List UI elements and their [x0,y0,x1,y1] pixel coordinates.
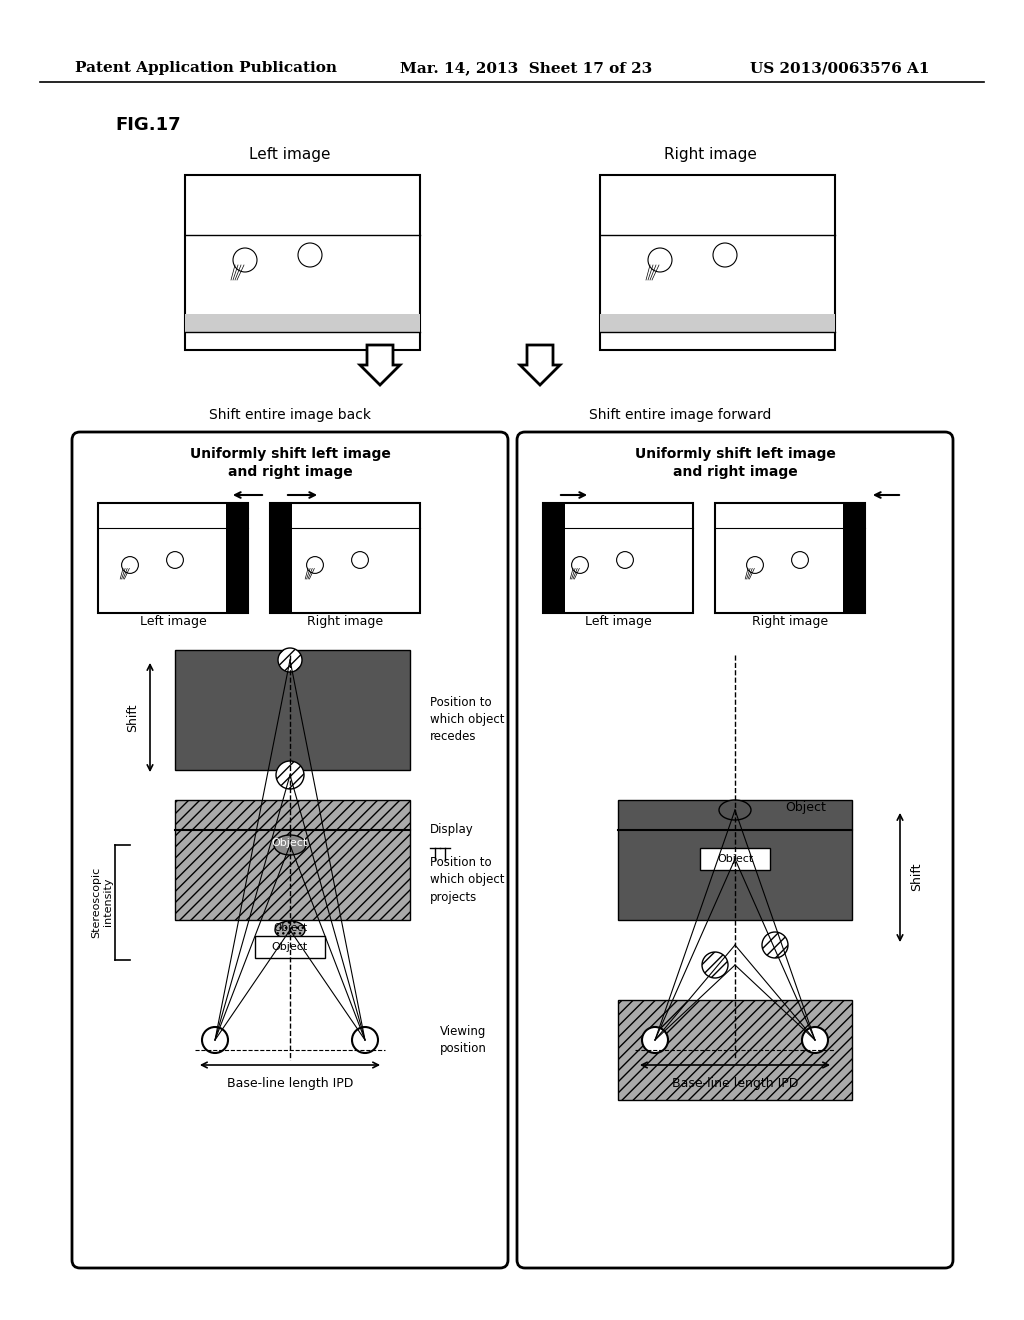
Bar [618,1001,852,1100]
Text: Left image: Left image [585,615,651,628]
Text: Object: Object [785,801,826,814]
Bar [175,800,410,920]
FancyBboxPatch shape [600,176,835,350]
Circle shape [298,243,322,267]
FancyBboxPatch shape [72,432,508,1269]
Bar [618,800,852,920]
Circle shape [167,552,183,569]
Text: Object: Object [272,838,308,847]
Text: Right image: Right image [752,615,828,628]
Circle shape [306,557,324,573]
Circle shape [802,1027,828,1053]
Text: FIG.17: FIG.17 [115,116,180,135]
Text: Position to
which object
recedes: Position to which object recedes [430,697,505,743]
Text: Uniformly shift left image
and right image: Uniformly shift left image and right ima… [635,446,836,479]
Circle shape [713,243,737,267]
Text: Right image: Right image [307,615,383,628]
Text: Stereoscopic
intensity: Stereoscopic intensity [91,866,114,937]
Bar [270,503,292,612]
Text: Position to
which object
projects: Position to which object projects [430,857,505,903]
Bar [255,936,325,958]
Circle shape [642,1027,668,1053]
Bar [175,649,410,770]
Text: Object: Object [273,923,307,933]
FancyBboxPatch shape [517,432,953,1269]
FancyBboxPatch shape [185,176,420,350]
Circle shape [233,248,257,272]
Bar [543,503,565,612]
Bar [843,503,865,612]
Text: Shift entire image back: Shift entire image back [209,408,371,422]
Circle shape [351,552,369,569]
Circle shape [702,952,728,978]
Circle shape [616,552,634,569]
Ellipse shape [275,921,305,939]
Circle shape [202,1027,228,1053]
Text: Object: Object [272,942,308,952]
Text: Base-line length IPD: Base-line length IPD [672,1077,798,1089]
Text: Base-line length IPD: Base-line length IPD [226,1077,353,1089]
Text: Shift entire image forward: Shift entire image forward [589,408,771,422]
Bar [226,503,248,612]
Circle shape [278,648,302,672]
Circle shape [276,762,304,789]
Ellipse shape [719,800,751,820]
Ellipse shape [274,836,306,855]
Text: Viewing
position: Viewing position [440,1026,486,1055]
Text: Display: Display [430,824,474,837]
FancyBboxPatch shape [185,314,420,333]
Bar [700,847,770,870]
Text: Right image: Right image [664,148,757,162]
Circle shape [746,557,764,573]
Bar [543,503,693,612]
Circle shape [648,248,672,272]
Circle shape [792,552,808,569]
Text: Uniformly shift left image
and right image: Uniformly shift left image and right ima… [189,446,390,479]
Text: Shift: Shift [910,863,924,891]
Bar [715,503,865,612]
Circle shape [122,557,138,573]
Polygon shape [360,345,400,385]
Circle shape [762,932,788,958]
Bar [270,503,420,612]
Text: Left image: Left image [249,148,331,162]
FancyBboxPatch shape [600,314,835,333]
Bar [98,503,248,612]
Circle shape [352,1027,378,1053]
Text: Object: Object [717,854,753,865]
Circle shape [571,557,589,573]
Polygon shape [520,345,560,385]
Text: US 2013/0063576 A1: US 2013/0063576 A1 [750,61,930,75]
Text: Patent Application Publication: Patent Application Publication [75,61,337,75]
Text: Mar. 14, 2013  Sheet 17 of 23: Mar. 14, 2013 Sheet 17 of 23 [400,61,652,75]
Text: Left image: Left image [139,615,207,628]
Text: Shift: Shift [127,704,139,733]
